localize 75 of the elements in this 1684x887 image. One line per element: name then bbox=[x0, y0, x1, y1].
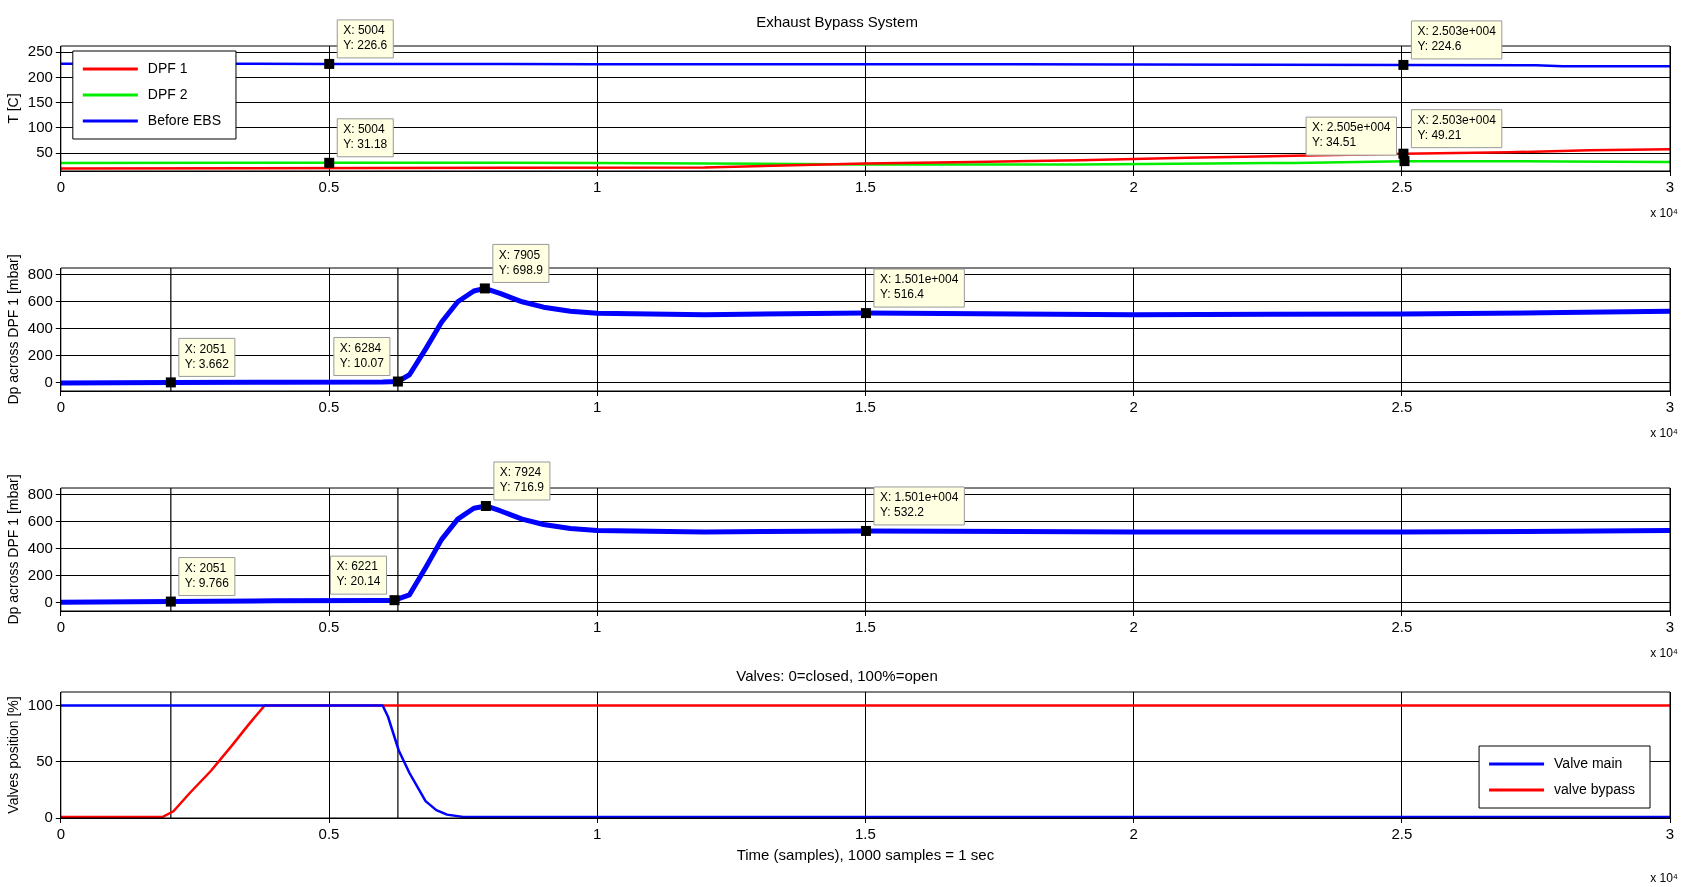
y-tick-label: 0 bbox=[44, 373, 53, 391]
x-tick-label: 3 bbox=[1665, 178, 1675, 196]
x-tick-label: 3 bbox=[1665, 618, 1675, 636]
annotation: X: 5004 Y: 31.18 bbox=[343, 122, 388, 152]
annotation: X: 7924 Y: 716.9 bbox=[499, 465, 545, 495]
x-tick-label: 1 bbox=[593, 398, 602, 416]
x-tick-label: 0.5 bbox=[318, 178, 340, 196]
annotation: X: 2051 Y: 3.662 bbox=[184, 341, 230, 371]
annotation: X: 5004 Y: 226.6 bbox=[343, 23, 388, 53]
annotation: X: 2.505e+004 Y: 34.51 bbox=[1312, 120, 1391, 150]
y-tick-label: 600 bbox=[27, 511, 53, 529]
y-tick-label: 50 bbox=[36, 751, 53, 769]
y-tick-label: 400 bbox=[27, 318, 53, 336]
annotation: X: 2.503e+004 Y: 49.21 bbox=[1417, 113, 1497, 142]
y-tick-label: 0 bbox=[44, 593, 53, 611]
chart-title: Exhaust Bypass System bbox=[756, 13, 918, 31]
legend-label: DPF 2 bbox=[147, 85, 188, 102]
x-tick-label: 2.5 bbox=[1391, 825, 1413, 843]
x-tick-label: 2 bbox=[1129, 398, 1138, 416]
y-tick-label: 250 bbox=[27, 42, 53, 60]
text: x 10⁴ bbox=[1650, 646, 1678, 661]
y-axis-title: Dp across DPF 1 [mbar] bbox=[5, 474, 22, 625]
y-axis-title: Valves position [%] bbox=[5, 696, 22, 814]
y-tick-label: 50 bbox=[36, 143, 53, 161]
x-tick-label: 2.5 bbox=[1391, 178, 1413, 196]
x-tick-label: 2.5 bbox=[1391, 618, 1413, 636]
y-axis-title: T [C] bbox=[5, 93, 22, 124]
x-tick-label: 2 bbox=[1129, 825, 1138, 843]
y-tick-label: 600 bbox=[27, 291, 53, 309]
y-tick-label: 200 bbox=[27, 346, 53, 363]
y-tick-label: 400 bbox=[27, 538, 53, 556]
x-tick-label: 0.5 bbox=[318, 618, 340, 636]
y-tick-label: 200 bbox=[27, 566, 53, 583]
x-tick-label: 0.5 bbox=[318, 398, 340, 416]
y-axis-title: Dp across DPF 1 [mbar] bbox=[5, 254, 22, 405]
annotation: X: 7905 Y: 698.9 bbox=[498, 247, 544, 277]
text: x 10⁴ bbox=[1650, 426, 1678, 441]
annotation: X: 6221 Y: 20.14 bbox=[336, 559, 381, 589]
y-tick-label: 150 bbox=[27, 92, 53, 110]
y-tick-label: 800 bbox=[27, 484, 53, 502]
legend-label: Valve main bbox=[1554, 754, 1623, 771]
y-tick-label: 0 bbox=[44, 808, 53, 826]
x-tick-label: 2.5 bbox=[1391, 398, 1413, 416]
x-tick-label: 1.5 bbox=[854, 825, 876, 843]
x-tick-label: 0 bbox=[56, 825, 65, 843]
x-tick-label: 1 bbox=[593, 825, 602, 843]
legend-label: Before EBS bbox=[147, 111, 221, 128]
y-tick-label: 200 bbox=[27, 67, 53, 85]
x-tick-label: 0 bbox=[56, 398, 65, 416]
annotation: X: 1.501e+004 Y: 516.4 bbox=[879, 272, 959, 302]
x-tick-label: 2 bbox=[1129, 618, 1138, 636]
x-tick-label: 1.5 bbox=[854, 178, 876, 196]
annotation: X: 1.501e+004 Y: 532.2 bbox=[879, 490, 959, 520]
x-tick-label: 0.5 bbox=[318, 825, 340, 843]
text: x 10⁴ bbox=[1650, 871, 1678, 886]
x-tick-label: 1 bbox=[593, 618, 602, 636]
annotation: X: 2.503e+004 Y: 224.6 bbox=[1417, 24, 1497, 54]
x-tick-label: 2 bbox=[1129, 178, 1138, 196]
legend-label: valve bypass bbox=[1554, 780, 1636, 797]
y-tick-label: 100 bbox=[27, 118, 53, 136]
x-tick-label: 3 bbox=[1665, 825, 1675, 843]
y-tick-label: 100 bbox=[27, 695, 53, 713]
x-tick-label: 0 bbox=[56, 178, 65, 196]
x-tick-label: 1.5 bbox=[854, 618, 876, 636]
x-tick-label: 3 bbox=[1665, 398, 1675, 416]
x-tick-label: 1.5 bbox=[854, 398, 876, 416]
text: x 10⁴ bbox=[1650, 206, 1678, 221]
chart-title: Valves: 0=closed, 100%=open bbox=[736, 667, 938, 685]
x-axis-title: Time (samples), 1000 samples = 1 sec bbox=[736, 846, 995, 864]
x-tick-label: 1 bbox=[593, 178, 602, 196]
annotation: X: 6284 Y: 10.07 bbox=[339, 340, 385, 370]
legend-label: DPF 1 bbox=[147, 59, 188, 76]
annotation: X: 2051 Y: 9.766 bbox=[184, 560, 230, 590]
y-tick-label: 800 bbox=[27, 264, 53, 282]
x-tick-label: 0 bbox=[56, 618, 65, 636]
